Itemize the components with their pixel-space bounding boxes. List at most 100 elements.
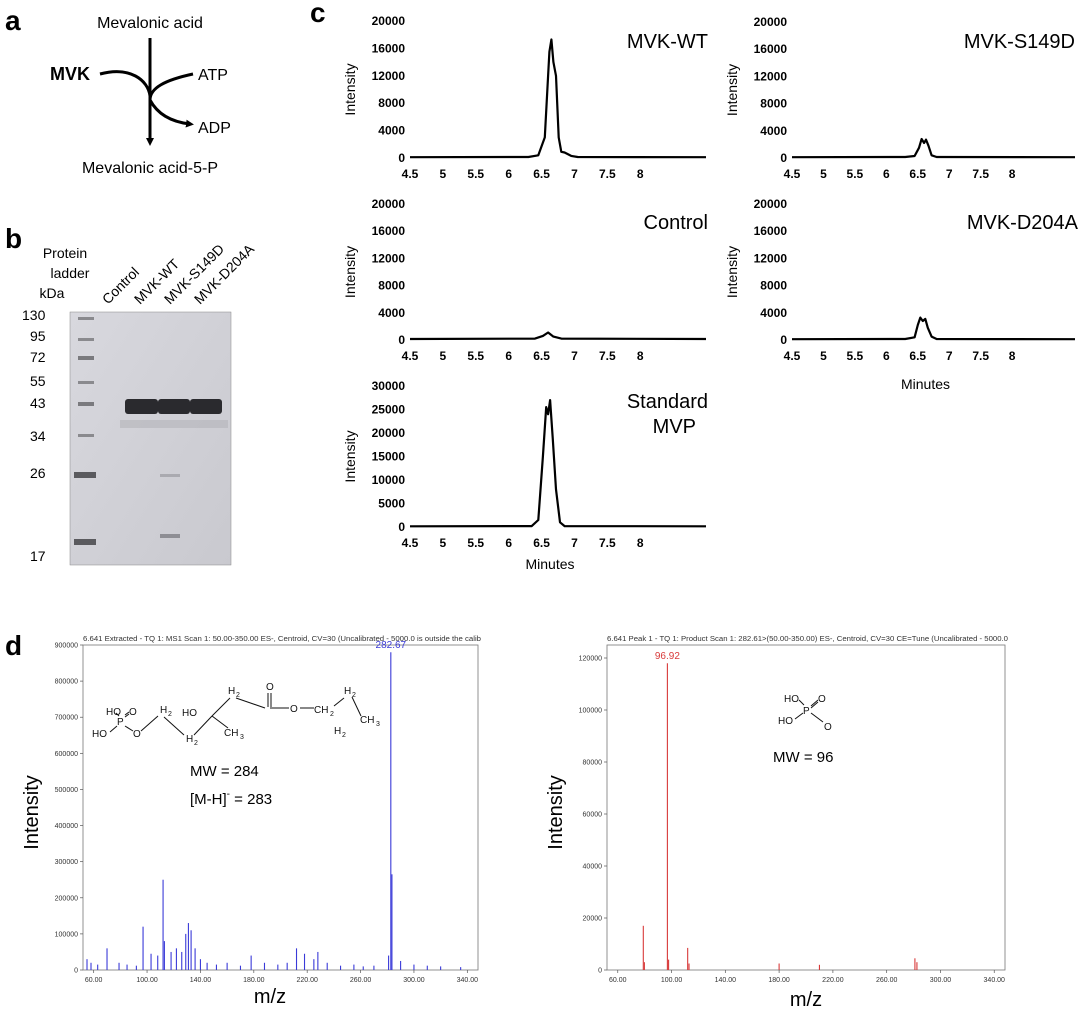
pathway-product: Mevalonic acid-5-P [82,160,218,177]
xtick-label: 260.00 [876,977,898,984]
ladder-title-line3: kDa [40,285,65,301]
series-line [791,137,1076,159]
marker-34: 34 [30,428,46,444]
xtick-label: 8 [637,167,644,181]
mass-spectrum-ms1: 6.641 Extracted - TQ 1: MS1 Scan 1: 50.0… [21,636,481,1008]
pathway-substrate: Mevalonic acid [97,15,203,32]
atom-p: P [117,717,124,728]
y-axis-label: Intensity [724,246,740,298]
xtick-label: 140.00 [190,977,212,984]
xtick-label: 7.5 [972,167,989,181]
xtick-label: 7.5 [599,349,616,363]
xtick-label: 5.5 [467,349,484,363]
xtick-label: 180.00 [243,977,265,984]
xtick-label: 5 [440,349,447,363]
ytick-label: 500000 [55,787,78,794]
ytick-label: 15000 [372,450,406,464]
panel-label-c: c [310,0,326,28]
ytick-label: 4000 [760,124,787,138]
ytick-label: 5000 [378,497,405,511]
pathway-atp-curve [148,72,194,101]
xtick-label: 7 [946,349,953,363]
xtick-label: 260.00 [350,977,372,984]
ytick-label: 400000 [55,823,78,830]
atom-o-ester: O [290,704,298,715]
atom-h2-2: H [186,734,193,745]
xtick-label: 220.00 [296,977,318,984]
ms2-structure-bonds [794,699,824,723]
chart-title: Control [644,212,708,234]
xtick-label: 6 [505,536,512,550]
x-axis-label: m/z [790,989,822,1010]
ytick-label: 20000 [372,14,406,28]
ladder-lane [74,317,96,545]
ms1-structure-bonds [109,693,362,736]
ytick-label: 700000 [55,715,78,722]
atom-h2-2-sub: 2 [194,740,198,747]
y-axis-label: Intensity [342,430,358,482]
xtick-label: 180.00 [768,977,790,984]
atom-ch3b-sub: 3 [376,721,380,728]
atom2-o2: O [824,722,832,733]
ytick-label: 20000 [754,15,788,29]
plot-frame [82,644,479,971]
chromatogram-mvk-d204a: 0 4000 8000 12000 16000 20000 4.5 5 5.5 6 6.5 7 7.5 8… [724,197,1079,392]
ytick-label: 16000 [754,224,788,238]
y-axis-label: Intensity [545,775,567,849]
ytick-label: 0 [74,968,78,975]
xtick-label: 60.00 [609,977,627,984]
atom-h2-5-sub: 2 [342,732,346,739]
chart-title-line2: MVP [653,416,696,438]
panel-label-b: b [5,223,22,254]
ytick-label: 8000 [760,279,787,293]
ytick-label: 0 [398,520,405,534]
xtick-label: 4.5 [402,349,419,363]
marker-95: 95 [30,328,46,344]
atom-ch3b: CH [360,715,374,726]
panel-label-d: d [5,630,22,661]
ytick-label: 800000 [55,679,78,686]
series-line [791,316,1076,341]
series-line [409,38,707,159]
xtick-label: 6 [505,349,512,363]
ytick-label: 10000 [372,473,406,487]
atom-ho-2: HO [182,708,197,719]
xtick-label: 8 [1009,167,1016,181]
plot-frame [606,644,1006,971]
ytick-label: 8000 [378,96,405,110]
ytick-label: 100000 [55,931,78,938]
pathway-adp-arrow [148,99,194,128]
atom-h2-3-sub: 2 [236,692,240,699]
marker-17: 17 [30,548,46,564]
xtick-label: 7 [571,536,578,550]
x-axis-label: Minutes [901,376,950,392]
ytick-label: 4000 [760,306,787,320]
atom-o-dbl: O [129,707,137,718]
atom-h2-1: H [160,705,167,716]
gel-image [69,311,232,566]
chart-title-line1: Standard [627,391,708,413]
ytick-label: 8000 [378,279,405,293]
ytick-label: 20000 [754,197,788,211]
panel-label-a: a [5,5,21,36]
atom-ch2a-sub: 2 [330,711,334,718]
xtick-label: 8 [637,349,644,363]
xtick-label: 4.5 [402,536,419,550]
mass-spectrum-ms2: 6.641 Peak 1 - TQ 1: Product Scan 1: 282… [545,636,1008,1010]
xtick-label: 100.00 [136,977,158,984]
ytick-label: 0 [398,151,405,165]
ytick-label: 40000 [583,864,603,871]
band-mvk-wt [125,399,158,414]
xtick-label: 5 [820,167,827,181]
atom2-ho1: HO [784,694,799,705]
marker-43: 43 [30,395,46,411]
atom2-ho2: HO [778,716,793,727]
ytick-label: 0 [780,151,787,165]
ms1-structure: HO P O HO O H 2 H 2 HO H 2 CH 3 O O CH 2… [92,682,380,808]
chart-title: MVK-WT [627,31,708,53]
xtick-label: 140.00 [715,977,737,984]
pathway-diagram: Mevalonic acid MVK ATP ADP Mevalonic aci… [50,15,231,177]
ytick-label: 20000 [583,916,603,923]
ytick-label: 16000 [372,41,406,55]
pathway-cofactor-in: ATP [198,67,228,84]
